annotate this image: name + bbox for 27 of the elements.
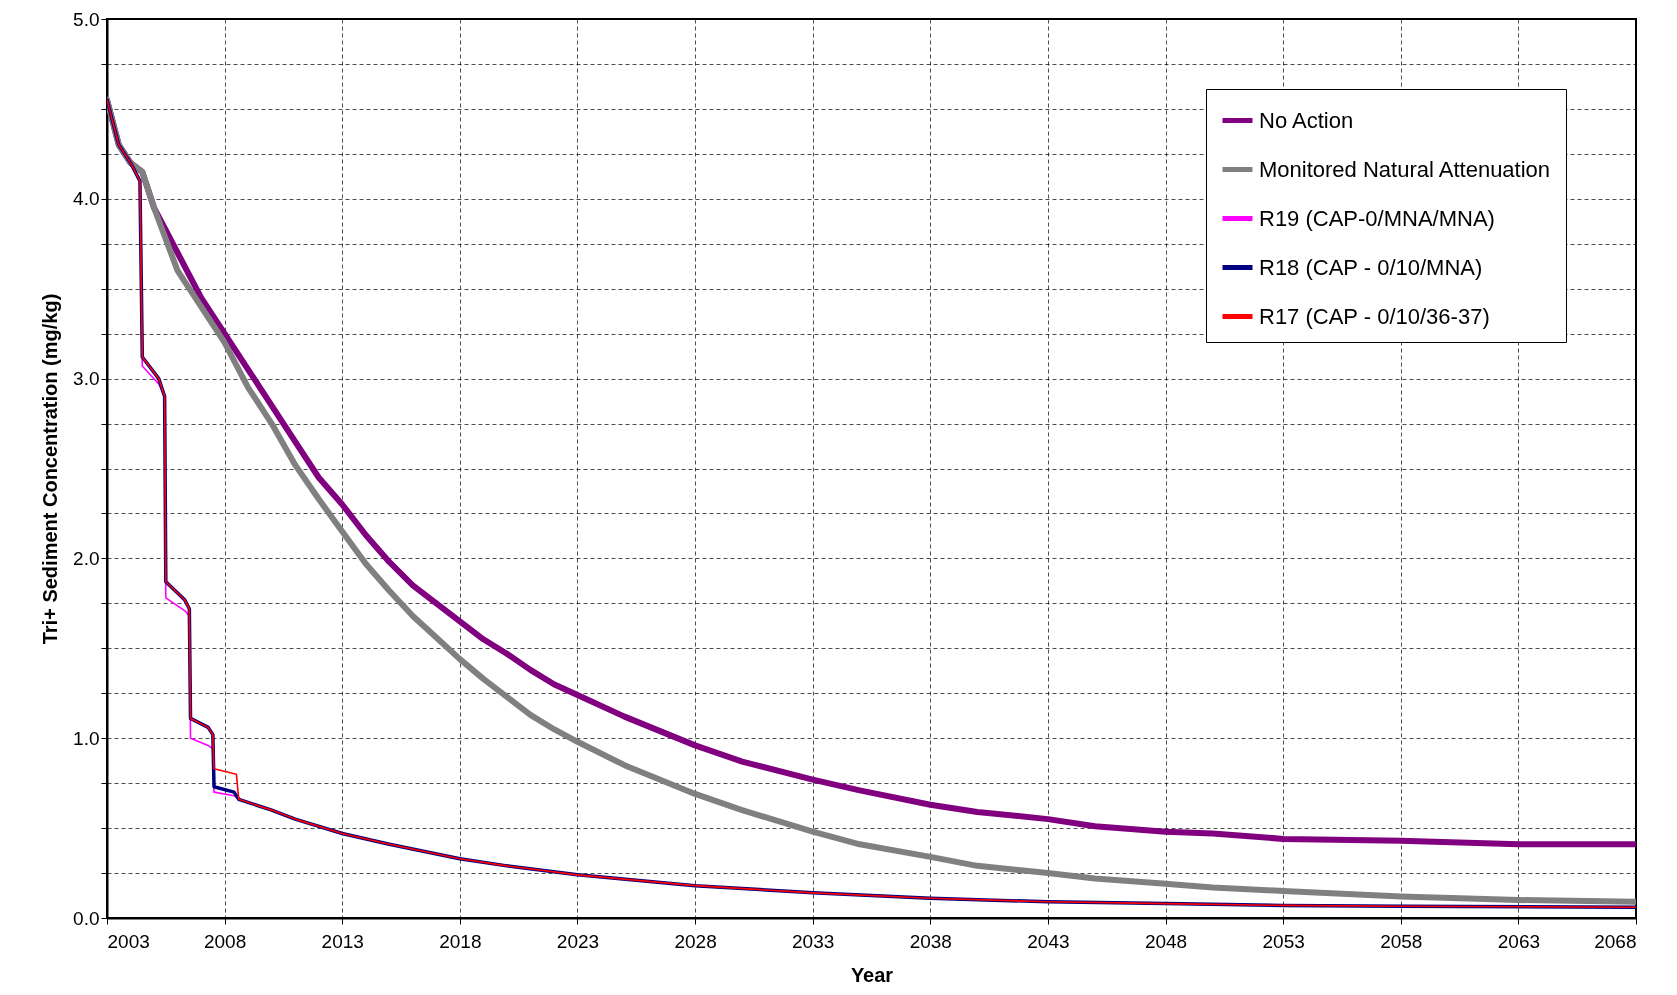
x-tick-label: 2018 <box>439 930 482 952</box>
x-tick-label: 2043 <box>1027 930 1070 952</box>
x-tick-label: 2058 <box>1380 930 1423 952</box>
x-tick-label: 2068 <box>1594 930 1637 952</box>
y-tick-label: 3.0 <box>73 368 100 390</box>
y-tick-label: 0.0 <box>73 907 100 929</box>
x-axis-title: Year <box>850 963 894 986</box>
y-tick-label: 1.0 <box>73 727 100 749</box>
x-tick-label: 2013 <box>321 930 364 952</box>
legend-label: R19 (CAP-0/MNA/MNA) <box>1259 205 1495 231</box>
y-tick-label: 5.0 <box>73 8 100 30</box>
y-axis-title: Tri+ Sediment Concentration (mg/kg) <box>39 293 62 645</box>
x-tick-label: 2003 <box>107 930 150 952</box>
x-tick-label: 2008 <box>203 930 247 952</box>
y-tick-label: 4.0 <box>73 188 100 210</box>
legend-label: No Action <box>1259 107 1354 133</box>
x-tick-label: 2028 <box>674 930 717 952</box>
legend-label: R18 (CAP - 0/10/MNA) <box>1259 254 1483 280</box>
x-tick-label: 2023 <box>556 930 600 952</box>
y-tick-label: 2.0 <box>73 547 100 569</box>
x-tick-label: 2038 <box>909 930 952 952</box>
x-tick-label: 2053 <box>1262 930 1305 952</box>
x-tick-label: 2063 <box>1497 930 1541 952</box>
legend-label: R17 (CAP - 0/10/36-37) <box>1259 303 1490 329</box>
legend-label: Monitored Natural Attenuation <box>1259 156 1551 182</box>
x-tick-label: 2033 <box>792 930 835 952</box>
x-tick-label: 2048 <box>1144 930 1188 952</box>
